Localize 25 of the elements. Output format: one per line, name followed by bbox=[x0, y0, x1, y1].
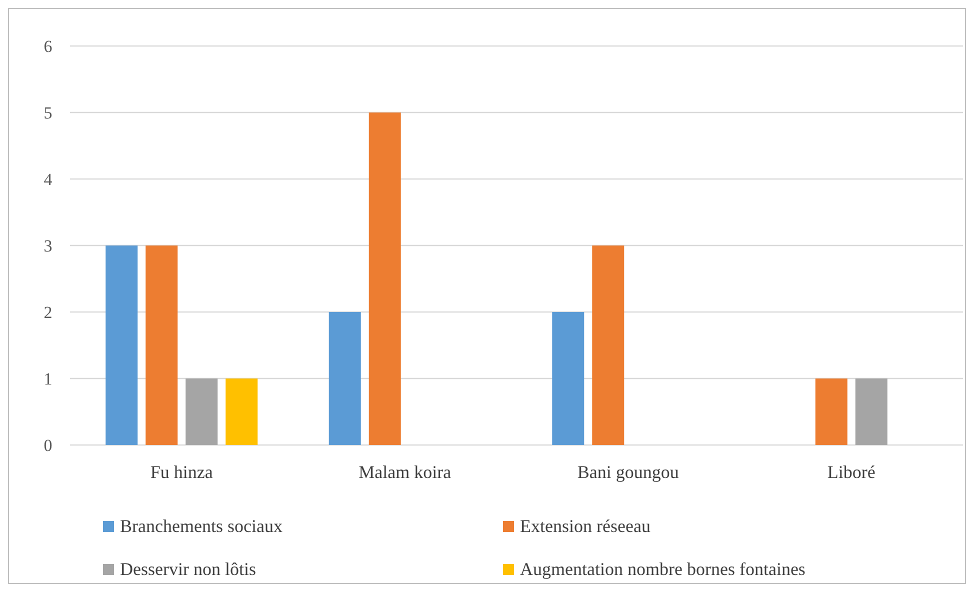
bar bbox=[328, 312, 361, 445]
legend-label: Extension réseeau bbox=[520, 516, 650, 536]
y-tick-label: 5 bbox=[44, 104, 52, 122]
bar bbox=[552, 312, 584, 445]
bar bbox=[146, 246, 178, 445]
bar bbox=[186, 378, 218, 445]
x-tick-label: Malam koira bbox=[358, 462, 452, 482]
y-tick-label: 0 bbox=[44, 436, 52, 455]
bar bbox=[368, 112, 401, 445]
bar bbox=[106, 246, 138, 445]
y-tick-label: 6 bbox=[44, 37, 52, 56]
y-tick-label: 2 bbox=[44, 303, 52, 322]
bar bbox=[855, 378, 888, 445]
bar bbox=[815, 378, 848, 445]
legend-label: Branchements sociaux bbox=[120, 516, 282, 536]
bar bbox=[226, 378, 258, 445]
legend-label: Augmentation nombre bornes fontaines bbox=[520, 559, 806, 579]
y-tick-label: 1 bbox=[44, 370, 52, 388]
y-tick-label: 3 bbox=[44, 236, 52, 256]
x-tick-label: Liboré bbox=[827, 462, 876, 482]
x-tick-label: Bani goungou bbox=[577, 462, 679, 482]
y-tick-label: 4 bbox=[44, 170, 53, 189]
x-tick-label: Fu hinza bbox=[150, 462, 213, 482]
legend-label: Desservir non lôtis bbox=[120, 559, 256, 579]
bar bbox=[592, 246, 624, 445]
